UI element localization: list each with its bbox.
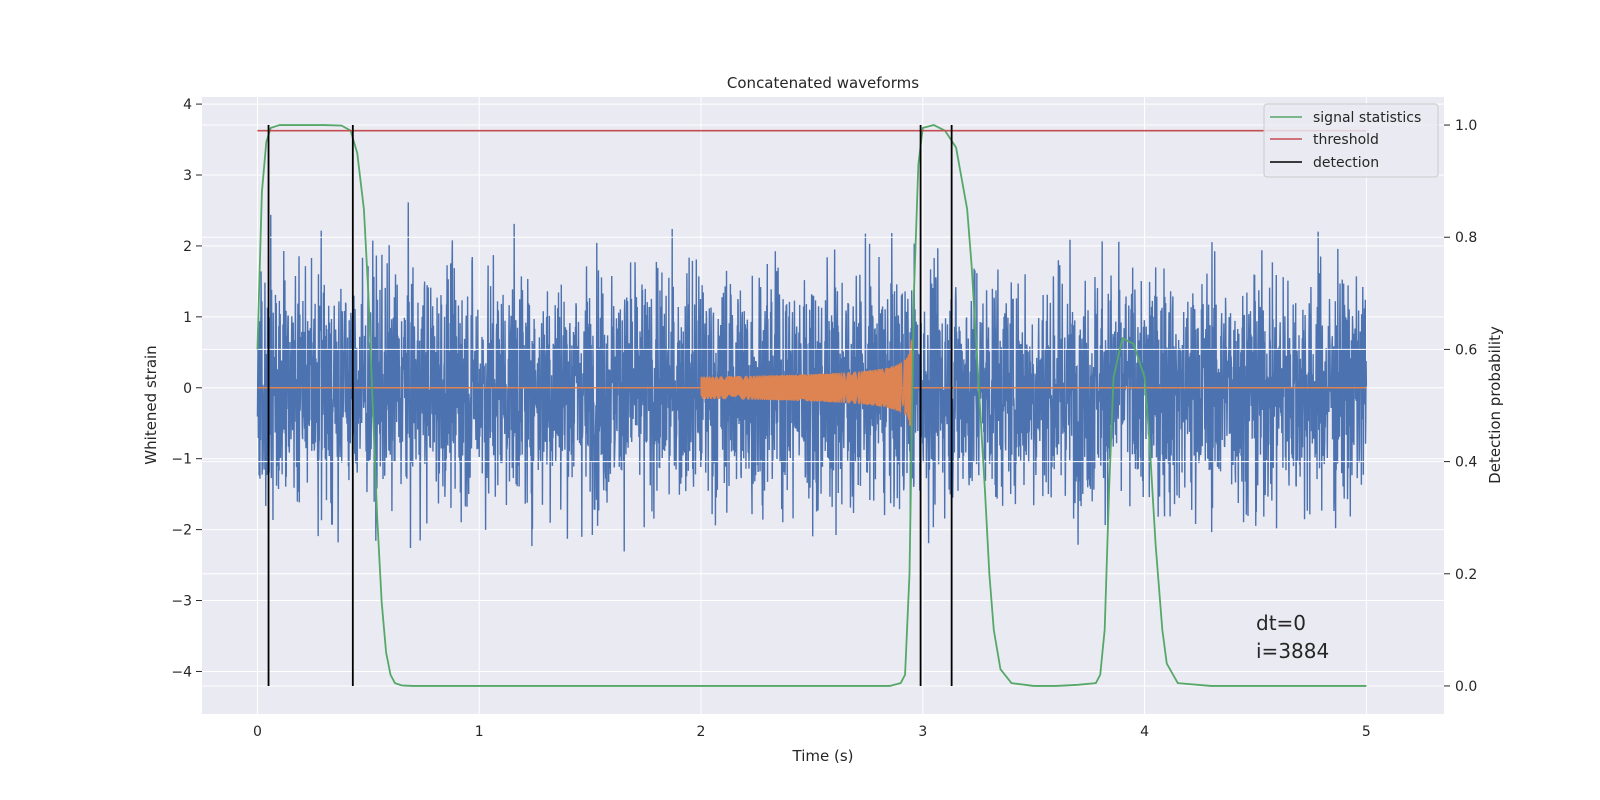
y-axis-label: Whitened strain	[142, 345, 160, 464]
y-axis-ticks: −4 −3 −2 −1 0 1 2 3 4	[171, 97, 202, 680]
y-tick-label: −4	[171, 664, 192, 680]
signal-statistics-series	[256, 124, 1367, 687]
y-tick-label: 1	[183, 310, 192, 326]
y-tick-label: 3	[183, 168, 192, 184]
x-tick-label: 5	[1362, 724, 1371, 740]
annotation-dt: dt=0	[1256, 611, 1306, 635]
x-tick-label: 2	[697, 724, 706, 740]
y2-axis-label: Detection probability	[1486, 326, 1504, 484]
y2-tick-label: 0.8	[1455, 230, 1477, 246]
legend-box	[1263, 103, 1439, 178]
y-tick-label: 4	[183, 97, 192, 113]
legend-label-detection: detection	[1313, 155, 1379, 171]
waveform-series	[257, 339, 1367, 441]
x-tick-label: 0	[253, 724, 262, 740]
y2-tick-label: 1.0	[1455, 118, 1477, 134]
y-tick-label: −1	[171, 452, 192, 468]
x-tick-label: 4	[1140, 724, 1149, 740]
legend-label-signal-statistics: signal statistics	[1313, 110, 1421, 126]
y-tick-label: −2	[171, 523, 192, 539]
waveform-chirp	[700, 339, 913, 441]
signal-statistics-line	[256, 124, 1367, 687]
legend: signal statistics threshold detection	[1263, 103, 1439, 178]
x-tick-label: 3	[918, 724, 927, 740]
y2-tick-label: 0.2	[1455, 567, 1477, 583]
x-axis-ticks: 0 1 2 3 4 5	[253, 724, 1371, 740]
x-tick-label: 1	[475, 724, 484, 740]
y2-axis-ticks: 0.0 0.2 0.4 0.6 0.8 1.0	[1444, 118, 1477, 695]
y-tick-label: −3	[171, 594, 192, 610]
y-tick-label: 0	[183, 381, 192, 397]
legend-label-threshold: threshold	[1313, 132, 1379, 148]
annotation-i: i=3884	[1256, 639, 1329, 663]
annotation: dt=0 i=3884	[1256, 611, 1329, 663]
detection-series	[267, 125, 953, 686]
y2-tick-label: 0.0	[1455, 679, 1477, 695]
y2-tick-label: 0.6	[1455, 342, 1477, 358]
chart-title: Concatenated waveforms	[727, 74, 919, 92]
y2-tick-label: 0.4	[1455, 455, 1477, 471]
y-tick-label: 2	[183, 239, 192, 255]
x-axis-label: Time (s)	[792, 747, 854, 765]
